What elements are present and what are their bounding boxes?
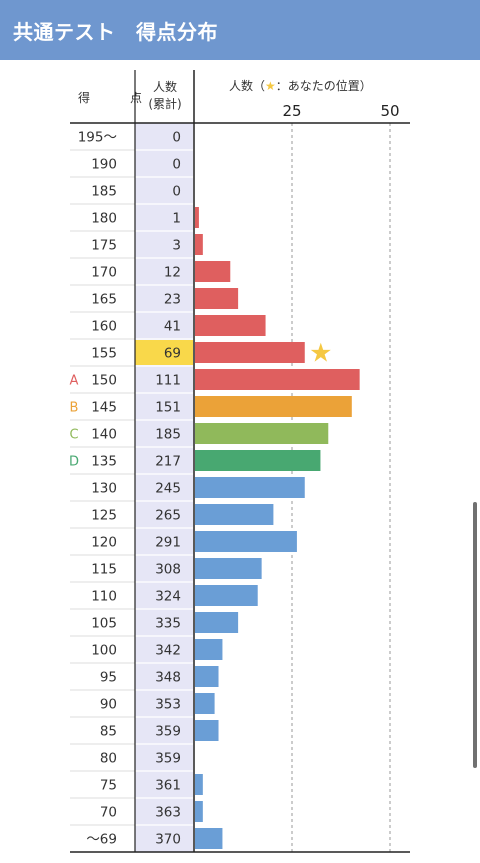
score-label: 125 [91,508,117,524]
cumulative-value: 0 [172,184,181,200]
bar [195,801,203,822]
score-label: 180 [91,211,117,227]
chart-legend: 人数（★：あなたの位置） [229,79,372,93]
legend-text-rest: ：あなたの位置） [275,79,372,93]
bar [195,828,223,849]
grade-label: B [70,401,79,416]
bar [195,693,215,714]
bar [195,666,219,687]
score-label: 140 [91,427,117,443]
score-label: 190 [91,157,117,173]
score-label: 90 [100,697,117,713]
score-label: 135 [91,454,117,470]
your-position-star-icon: ★ [309,339,332,369]
score-label: 75 [100,778,117,794]
bar [195,207,199,228]
bar [195,396,352,417]
score-label: 160 [91,319,117,335]
cumulative-value: 69 [164,346,181,362]
cumulative-value: 335 [155,616,181,632]
grade-label: C [69,428,78,443]
cumulative-value: 41 [164,319,181,335]
bar [195,261,231,282]
score-label: 100 [91,643,117,659]
bar [195,315,266,336]
cumulative-value: 308 [155,562,181,578]
cumulative-value: 348 [155,670,181,686]
cumulative-value: 359 [155,751,181,767]
bar [195,288,239,309]
score-label: 80 [100,751,117,767]
bar [195,558,262,579]
score-label: 175 [91,238,117,254]
cumulative-value: 363 [155,805,181,821]
score-label: 70 [100,805,117,821]
score-label: 150 [91,373,117,389]
score-label: 105 [91,616,117,632]
cumulative-value: 0 [172,130,181,146]
score-label: 120 [91,535,117,551]
score-label: 170 [91,265,117,281]
bar [195,720,219,741]
bar [195,504,274,525]
cumulative-value: 217 [155,454,181,470]
x-tick-label: 25 [282,102,301,120]
legend-text: 人数（ [229,79,266,93]
score-label: 165 [91,292,117,308]
bar [195,612,239,633]
cumulative-value: 151 [155,400,181,416]
x-tick-label: 50 [380,102,399,120]
cumulative-value: 1 [172,211,181,227]
bar [195,423,329,444]
bar [195,342,305,363]
grade-label: D [69,455,79,470]
cumulative-value: 370 [155,832,181,848]
cumulative-value: 111 [155,373,181,389]
bar [195,369,360,390]
cumulative-value: 353 [155,697,181,713]
cumulative-header-line2: (累計) [148,97,182,111]
cumulative-value: 12 [164,265,181,281]
cumulative-value: 3 [172,238,181,254]
score-label: 110 [91,589,117,605]
score-label: 115 [91,562,117,578]
score-label: 145 [91,400,117,416]
cumulative-column-bg [135,123,193,852]
cumulative-value: 0 [172,157,181,173]
scrollbar-thumb[interactable] [473,502,477,768]
score-label: 185 [91,184,117,200]
score-column-header: 得 点 [78,91,157,105]
cumulative-value: 359 [155,724,181,740]
page-title: 共通テスト 得点分布 [13,20,218,44]
cumulative-column-header: 人数 (累計) [137,79,193,113]
grade-label: A [70,374,79,389]
app-header: 共通テスト 得点分布 [0,0,480,60]
score-label: 195〜 [78,130,117,146]
highlight-cell [135,340,193,365]
bar [195,585,258,606]
cumulative-value: 361 [155,778,181,794]
bar [195,774,203,795]
cumulative-value: 23 [164,292,181,308]
cumulative-value: 342 [155,643,181,659]
score-label: 130 [91,481,117,497]
bar [195,639,223,660]
cumulative-value: 245 [155,481,181,497]
bar [195,477,305,498]
score-label: 95 [100,670,117,686]
cumulative-value: 185 [155,427,181,443]
bar [195,531,297,552]
bar [195,450,321,471]
score-label: 155 [91,346,117,362]
legend-star-icon: ★ [265,79,276,93]
cumulative-value: 324 [155,589,181,605]
cumulative-value: 265 [155,508,181,524]
score-label: 85 [100,724,117,740]
cumulative-value: 291 [155,535,181,551]
bar [195,234,203,255]
cumulative-header-line1: 人数 [152,80,177,94]
score-label: 〜69 [86,832,117,848]
